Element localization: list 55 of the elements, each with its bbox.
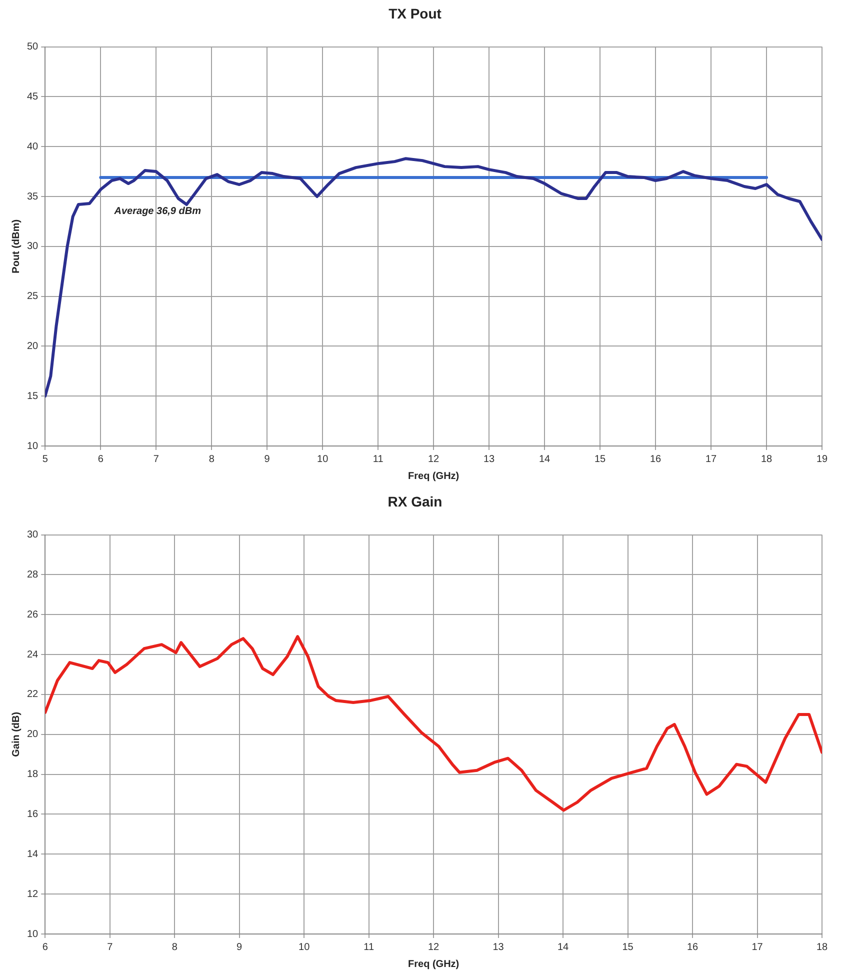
y-tick-label: 30 [27,241,39,252]
y-tick-label: 50 [27,42,39,53]
x-tick-label: 5 [42,454,48,465]
y-tick-label: 28 [27,569,39,580]
x-tick-label: 18 [816,942,828,953]
y-tick-label: 18 [27,769,39,780]
x-tick-label: 6 [98,454,104,465]
chart-title: RX Gain [388,493,442,510]
x-tick-label: 16 [650,454,662,465]
y-tick-label: 20 [27,340,39,352]
y-tick-label: 15 [27,390,39,402]
x-tick-label: 15 [594,454,606,465]
x-tick-label: 13 [492,942,504,953]
x-tick-label: 12 [428,454,440,465]
y-tick-label: 10 [27,440,39,452]
x-tick-label: 6 [42,942,48,953]
x-tick-label: 18 [760,454,773,465]
x-tick-label: 8 [208,454,215,465]
y-tick-label: 45 [27,91,39,102]
x-tick-label: 10 [298,942,310,953]
y-axis-title: Pout (dBm) [10,219,22,274]
x-tick-label: 14 [557,942,570,953]
y-tick-label: 30 [27,530,39,541]
x-tick-label: 19 [816,454,828,465]
y-tick-label: 12 [27,888,39,900]
x-tick-label: 10 [317,454,329,465]
x-tick-label: 8 [172,942,178,953]
x-tick-label: 9 [264,454,270,465]
y-tick-label: 14 [27,848,39,860]
y-tick-label: 10 [27,928,39,940]
x-tick-label: 13 [483,454,496,465]
y-tick-label: 26 [27,609,39,620]
x-tick-label: 11 [364,942,374,953]
x-axis-title: Freq (GHz) [408,958,460,970]
x-tick-label: 14 [538,454,551,465]
y-axis-title: Gain (dB) [10,712,22,757]
x-tick-label: 7 [153,454,160,465]
y-tick-label: 24 [27,649,39,660]
x-tick-label: 12 [428,942,440,953]
annotation: Average 36,9 dBm [113,206,202,218]
x-tick-label: 15 [622,942,634,953]
chart-title: TX Pout [388,5,442,22]
x-axis-title: Freq (GHz) [408,470,460,482]
y-tick-label: 20 [27,729,39,740]
y-tick-label: 22 [27,689,39,700]
x-tick-label: 9 [236,942,243,953]
y-tick-label: 40 [27,141,39,152]
y-tick-label: 25 [27,291,39,302]
x-tick-label: 16 [686,942,699,953]
y-tick-label: 35 [27,191,39,202]
y-tick-label: 16 [27,808,39,820]
x-tick-label: 17 [752,942,764,953]
x-tick-label: 11 [372,454,384,465]
x-tick-label: 17 [705,454,718,465]
x-tick-label: 7 [107,942,114,953]
